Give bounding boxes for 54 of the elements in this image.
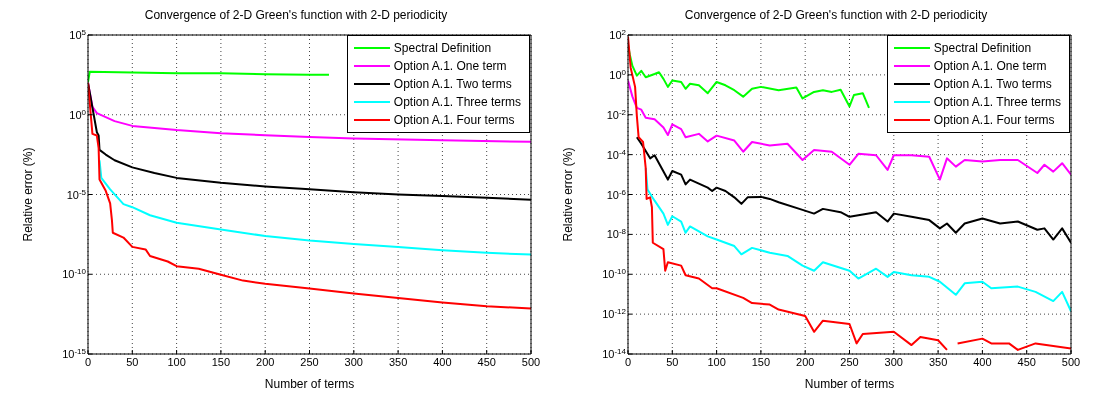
x-tick-label: 250 xyxy=(840,355,859,368)
x-tick-label: 450 xyxy=(477,355,496,368)
legend-label: Option A.1. Four terms xyxy=(933,113,1055,127)
x-tick-label: 400 xyxy=(433,355,452,368)
legend-label: Spectral Definition xyxy=(393,41,492,55)
legend-label: Option A.1. One term xyxy=(393,59,507,73)
y-axis-title: Relative error (%) xyxy=(21,147,36,242)
x-tick-label: 350 xyxy=(388,355,408,368)
legend-label: Spectral Definition xyxy=(933,41,1032,55)
y-tick-label: 10$^{5}$ xyxy=(69,27,87,41)
x-tick-label: 500 xyxy=(521,355,541,368)
y-tick-label: 10$^{-2}$ xyxy=(606,107,627,121)
line-series xyxy=(628,79,1071,181)
x-tick-label: 50 xyxy=(126,355,139,368)
x-tick-label: 350 xyxy=(928,355,948,368)
x-tick-label: 400 xyxy=(973,355,992,368)
legend-label: Option A.1. One term xyxy=(933,59,1047,73)
x-tick-label: 300 xyxy=(884,355,903,368)
y-axis-title: Relative error (%) xyxy=(561,147,576,242)
x-tick-label: 50 xyxy=(666,355,679,368)
x-tick-label: 200 xyxy=(256,355,275,368)
y-tick-label: 10$^{-10}$ xyxy=(602,266,627,281)
y-tick-label: 10$^{-12}$ xyxy=(602,306,627,321)
legend-label: Option A.1. Four terms xyxy=(393,113,515,127)
x-tick-label: 200 xyxy=(796,355,815,368)
legend-label: Option A.1. Three terms xyxy=(393,95,521,109)
chart-title: Convergence of 2-D Green's function with 2-D periodicity xyxy=(683,8,989,24)
y-tick-label: 10$^{-8}$ xyxy=(606,226,627,241)
x-tick-label: 0 xyxy=(84,355,92,368)
x-tick-label: 300 xyxy=(344,355,363,368)
x-tick-label: 500 xyxy=(1061,355,1081,368)
x-axis-title: Number of terms xyxy=(264,377,355,391)
y-tick-label: 10$^{-14}$ xyxy=(602,346,627,360)
legend-label: Option A.1. Two terms xyxy=(933,77,1052,91)
y-tick-label: 10$^{-6}$ xyxy=(606,187,627,201)
legend-label: Option A.1. Three terms xyxy=(933,95,1061,109)
x-axis-title: Number of terms xyxy=(804,377,895,391)
x-tick-label: 250 xyxy=(300,355,319,368)
y-tick-label: 10$^{-15}$ xyxy=(62,346,87,360)
x-tick-label: 150 xyxy=(751,355,771,368)
y-tick-label: 10$^{0}$ xyxy=(69,107,87,121)
x-tick-label: 450 xyxy=(1017,355,1036,368)
chart-title: Convergence of 2-D Green's function with 2-D periodicity xyxy=(143,8,449,24)
x-tick-label: 100 xyxy=(707,355,726,368)
y-tick-label: 10$^{-10}$ xyxy=(62,266,87,281)
legend-label: Option A.1. Two terms xyxy=(393,77,512,91)
y-tick-label: 10$^{2}$ xyxy=(609,27,627,41)
x-tick-label: 0 xyxy=(624,355,632,368)
y-tick-label: 10$^{0}$ xyxy=(609,67,627,81)
y-tick-label: 10$^{-5}$ xyxy=(66,187,87,201)
x-tick-label: 150 xyxy=(211,355,231,368)
y-tick-label: 10$^{-4}$ xyxy=(606,147,627,161)
line-series xyxy=(98,159,531,256)
x-tick-label: 100 xyxy=(167,355,186,368)
